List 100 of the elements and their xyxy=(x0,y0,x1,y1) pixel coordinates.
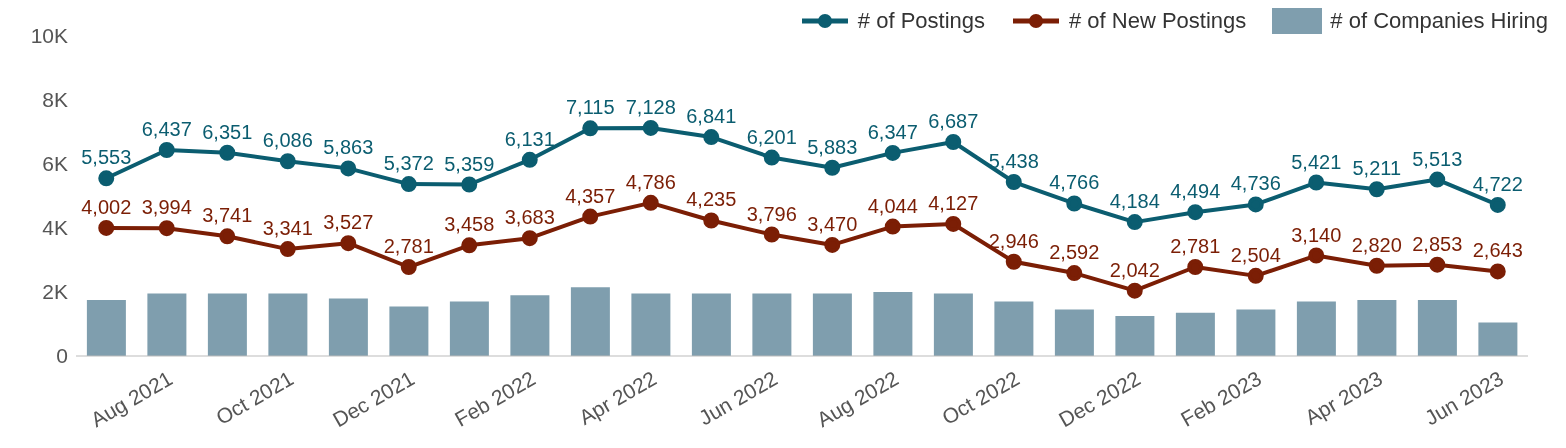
point xyxy=(400,176,417,193)
x-tick-label: Feb 2022 xyxy=(450,366,540,431)
data-label: 5,863 xyxy=(323,136,374,159)
data-label: 5,421 xyxy=(1291,150,1342,173)
point xyxy=(1005,253,1022,270)
data-label: 5,359 xyxy=(444,152,495,175)
data-label: 6,131 xyxy=(504,127,555,150)
point xyxy=(521,230,538,247)
point xyxy=(1066,195,1083,212)
point xyxy=(340,235,357,252)
data-label: 3,994 xyxy=(141,196,192,219)
x-tick-label: Apr 2022 xyxy=(574,366,661,429)
data-label: 2,781 xyxy=(383,235,434,258)
x-tick-label: Aug 2022 xyxy=(812,366,903,432)
data-label: 2,592 xyxy=(1049,241,1100,264)
point xyxy=(1429,256,1446,273)
data-label: 3,341 xyxy=(262,217,313,240)
bar xyxy=(268,293,308,356)
bar xyxy=(1296,301,1336,356)
point xyxy=(1187,204,1204,221)
data-label: 4,722 xyxy=(1472,172,1523,195)
data-label: 5,372 xyxy=(383,152,434,175)
bar xyxy=(691,293,731,356)
point xyxy=(763,226,780,243)
point xyxy=(1489,196,1506,213)
data-label: 3,458 xyxy=(444,213,495,236)
point xyxy=(945,215,962,232)
point xyxy=(1247,196,1264,213)
bar xyxy=(1478,322,1518,356)
point xyxy=(1187,259,1204,276)
data-label: 2,946 xyxy=(988,229,1039,252)
bar xyxy=(328,298,368,356)
data-label: 4,786 xyxy=(625,170,676,193)
data-label: 4,736 xyxy=(1230,172,1281,195)
point xyxy=(1126,214,1143,231)
point xyxy=(884,144,901,161)
bar xyxy=(449,301,489,356)
x-tick-label: Dec 2021 xyxy=(328,366,419,432)
y-tick-label: 8K xyxy=(42,88,68,112)
point xyxy=(824,159,841,176)
data-label: 5,553 xyxy=(81,146,132,169)
data-label: 3,741 xyxy=(202,204,253,227)
data-label: 5,513 xyxy=(1412,147,1463,170)
bar xyxy=(510,295,550,356)
data-label: 4,184 xyxy=(1109,190,1160,213)
x-tick-label: Dec 2022 xyxy=(1054,366,1145,432)
point xyxy=(98,219,115,236)
point xyxy=(1368,181,1385,198)
legend-label: # of New Postings xyxy=(1069,8,1247,34)
data-label: 6,201 xyxy=(746,125,797,148)
data-label: 4,235 xyxy=(686,188,737,211)
point xyxy=(340,160,357,177)
data-label: 6,687 xyxy=(928,110,979,133)
point xyxy=(642,119,659,136)
bar xyxy=(752,293,792,356)
data-label: 5,438 xyxy=(988,149,1039,172)
data-label: 7,128 xyxy=(625,95,676,118)
bar xyxy=(873,292,913,356)
point xyxy=(219,144,236,161)
x-tick-label: Aug 2021 xyxy=(86,366,177,432)
legend-label: # of Postings xyxy=(857,8,986,34)
point xyxy=(1308,174,1325,191)
data-label: 2,820 xyxy=(1351,233,1402,256)
point xyxy=(279,241,296,258)
data-label: 4,002 xyxy=(81,195,132,218)
x-tick-label: Feb 2023 xyxy=(1176,366,1266,431)
point xyxy=(461,237,478,254)
data-label: 4,494 xyxy=(1170,180,1221,203)
point xyxy=(400,259,417,276)
data-label: 5,211 xyxy=(1352,157,1402,180)
data-label: 2,042 xyxy=(1109,258,1160,281)
bar xyxy=(1236,309,1276,356)
data-label: 6,437 xyxy=(141,118,192,141)
point xyxy=(1308,247,1325,264)
y-tick-label: 2K xyxy=(42,280,68,304)
data-label: 6,841 xyxy=(686,105,737,128)
point xyxy=(279,153,296,170)
data-label: 4,127 xyxy=(928,191,979,214)
data-label: 2,504 xyxy=(1230,243,1281,266)
data-label: 4,044 xyxy=(867,194,918,217)
point xyxy=(98,170,115,187)
point xyxy=(1368,257,1385,274)
y-tick-label: 4K xyxy=(42,216,68,240)
bar xyxy=(86,300,126,356)
point xyxy=(521,151,538,168)
data-label: 2,643 xyxy=(1472,239,1523,262)
bar xyxy=(389,306,429,356)
data-label: 6,347 xyxy=(867,120,918,143)
y-tick-label: 10K xyxy=(30,24,68,48)
data-label: 6,351 xyxy=(202,120,253,143)
point xyxy=(1005,173,1022,190)
point xyxy=(158,142,175,159)
bar xyxy=(1054,309,1094,356)
legend-label: # of Companies Hiring xyxy=(1330,8,1548,34)
x-tick-label: Oct 2022 xyxy=(937,366,1024,429)
x-tick-label: Oct 2021 xyxy=(211,366,298,429)
point xyxy=(1126,282,1143,299)
data-label: 5,883 xyxy=(807,135,858,158)
point xyxy=(1489,263,1506,280)
data-label: 7,115 xyxy=(565,96,615,119)
